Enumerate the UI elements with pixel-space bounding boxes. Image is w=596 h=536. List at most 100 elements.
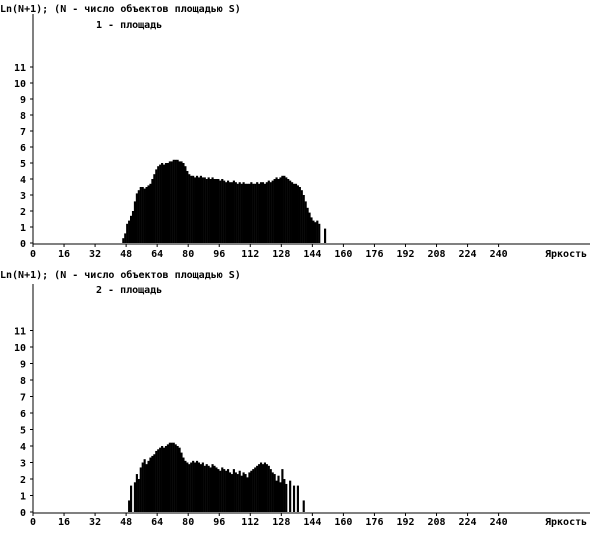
histogram-bar	[192, 460, 195, 512]
histogram-bar	[211, 464, 214, 512]
histogram-bar	[263, 462, 267, 512]
x-axis-label: Яркость	[545, 517, 587, 528]
histogram-bar	[223, 180, 226, 243]
x-tick-label: 0	[30, 517, 36, 528]
histogram-bar	[261, 182, 265, 243]
x-tick-label: 192	[396, 249, 414, 260]
histogram-bar	[304, 201, 307, 243]
histogram-bar	[244, 474, 247, 512]
histogram-bar	[302, 500, 305, 512]
histogram-bar	[261, 464, 265, 512]
histogram-bar	[178, 161, 181, 243]
histogram-bar	[207, 177, 210, 243]
histogram-bar	[207, 465, 210, 512]
histogram-bar	[124, 233, 127, 243]
histogram-bar	[209, 179, 212, 243]
histogram-bar	[246, 477, 249, 512]
histogram-bar	[273, 179, 276, 243]
histogram-bar	[259, 182, 263, 243]
x-tick-label: 160	[334, 249, 352, 260]
histogram-bar	[281, 469, 284, 512]
y-tick-label: 3	[20, 459, 26, 470]
histogram-bar	[137, 479, 140, 512]
x-tick-label: 208	[427, 517, 445, 528]
histogram-bar	[155, 450, 158, 512]
histogram-bar	[308, 212, 311, 243]
histogram-bar	[238, 182, 241, 243]
x-tick-label: 128	[272, 517, 290, 528]
histogram-bar	[180, 161, 183, 243]
y-tick-label: 7	[20, 127, 26, 138]
histogram-bar	[219, 470, 222, 512]
histogram-bar	[176, 446, 179, 512]
histogram-bar	[149, 457, 152, 512]
histogram-bar	[265, 182, 268, 243]
histogram-bar	[192, 175, 195, 243]
histogram-bar	[145, 464, 148, 512]
chart-subtitle: 1 - площадь	[96, 20, 162, 31]
histogram-bar	[283, 479, 286, 512]
histogram-bar	[162, 164, 166, 243]
histogram-bar	[141, 462, 144, 512]
histogram-bar	[271, 180, 274, 243]
histogram-bar	[211, 177, 214, 243]
x-tick-label: 48	[120, 517, 132, 528]
histogram-bar	[230, 474, 234, 512]
y-tick-label: 2	[20, 207, 26, 218]
histogram-bar	[248, 472, 251, 512]
y-tick-label: 3	[20, 191, 26, 202]
histogram-bar	[188, 464, 191, 512]
histogram-bar	[228, 182, 232, 243]
x-tick-label: 144	[303, 517, 321, 528]
histogram-bar	[294, 183, 298, 243]
histogram-bar	[145, 187, 148, 243]
histogram-bar	[153, 174, 156, 243]
histogram-bar	[135, 193, 138, 243]
histogram-bar	[254, 183, 257, 243]
histogram-bar	[287, 179, 290, 243]
histogram-bar	[292, 183, 296, 243]
histogram-bar	[289, 480, 292, 512]
histogram-bar	[182, 163, 185, 243]
x-tick-label: 16	[58, 249, 70, 260]
histogram-bar	[133, 201, 137, 243]
histogram-bar	[201, 462, 204, 512]
histogram-bar	[130, 485, 133, 512]
histogram-bar	[219, 180, 222, 243]
histogram-bar	[256, 465, 259, 512]
histogram-bar	[302, 195, 305, 243]
histogram-bar	[137, 190, 140, 243]
x-tick-label: 80	[182, 249, 194, 260]
x-tick-label: 0	[30, 249, 36, 260]
x-tick-label: 96	[213, 249, 225, 260]
x-tick-label: 240	[490, 249, 508, 260]
histogram-bar	[258, 464, 261, 512]
histogram-bar	[259, 462, 263, 512]
histogram-bar	[197, 177, 201, 243]
y-tick-label: 4	[20, 175, 26, 186]
histogram-bar	[194, 177, 197, 243]
histogram-bar	[188, 174, 191, 243]
histogram-bar	[147, 185, 150, 243]
histogram-bar	[131, 211, 135, 243]
histogram-bar	[250, 470, 253, 512]
y-tick-label: 10	[14, 343, 26, 354]
x-tick-label: 128	[272, 249, 290, 260]
histogram-bar	[236, 183, 239, 243]
histogram-bar	[143, 188, 146, 243]
x-tick-label: 208	[427, 249, 445, 260]
histogram-bar	[269, 182, 272, 243]
histogram-bar	[151, 455, 154, 512]
x-tick-label: 48	[120, 249, 132, 260]
y-tick-label: 8	[20, 111, 26, 122]
histogram-bar	[130, 215, 133, 243]
histogram-bar	[159, 164, 162, 243]
histogram-bar	[240, 475, 243, 512]
histogram-bar	[228, 472, 232, 512]
histogram-bar	[149, 183, 152, 243]
y-tick-label: 7	[20, 393, 26, 404]
y-tick-label: 10	[14, 79, 26, 90]
histogram-bar	[157, 166, 160, 243]
histogram-bar	[273, 474, 276, 512]
